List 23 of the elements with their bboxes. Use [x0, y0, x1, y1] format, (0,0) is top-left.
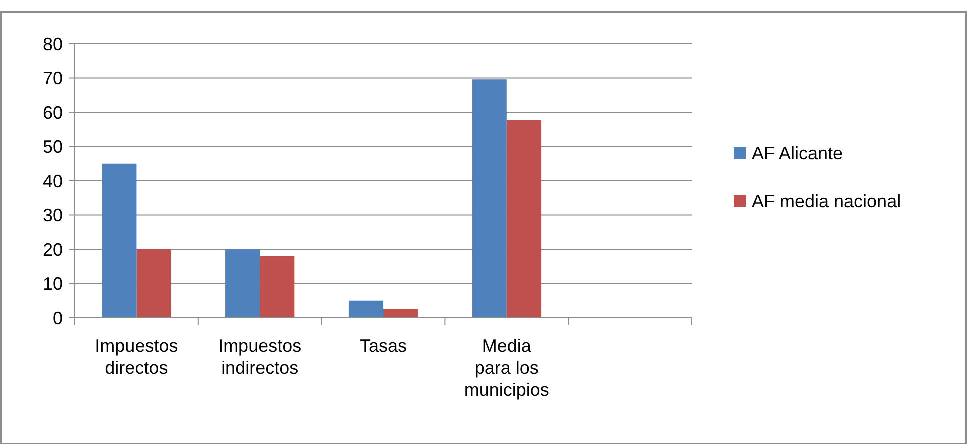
legend-label: AF media nacional — [752, 191, 902, 212]
bar — [384, 309, 418, 318]
legend-label: AF Alicante — [752, 143, 844, 164]
y-tick-label: 60 — [42, 102, 63, 123]
y-tick-label: 80 — [42, 34, 63, 54]
x-tick-label: Impuestos directos — [95, 336, 178, 378]
bar — [260, 256, 295, 318]
bar — [102, 164, 137, 318]
y-tick-label: 50 — [42, 137, 63, 158]
bar — [472, 80, 507, 318]
y-tick-label: 20 — [42, 240, 63, 260]
y-tick-label: 0 — [52, 308, 63, 328]
bar — [348, 300, 384, 318]
y-tick-label: 30 — [42, 206, 63, 226]
bar — [226, 250, 260, 318]
x-tick-label: Impuestos indirectos — [218, 336, 302, 378]
x-tick-label: Tasas — [360, 336, 408, 356]
bar — [506, 120, 542, 318]
y-tick-label: 70 — [42, 68, 63, 89]
y-tick-label: 10 — [42, 274, 63, 294]
x-tick-label: Media para los municipios — [464, 336, 550, 400]
bar — [136, 250, 172, 318]
y-tick-label: 40 — [42, 171, 63, 192]
